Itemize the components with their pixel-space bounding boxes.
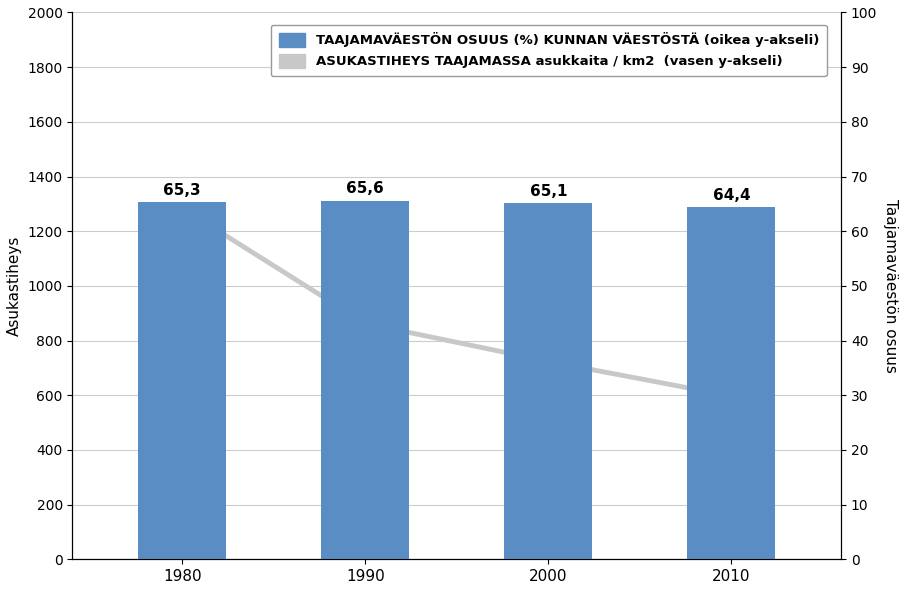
Legend: TAAJAMAVÄESTÖN OSUUS (%) KUNNAN VÄESTÖSTÄ (oikea y-akseli), ASUKASTIHEYS TAAJAMA: TAAJAMAVÄESTÖN OSUUS (%) KUNNAN VÄESTÖST… [271, 24, 827, 76]
Bar [688, 207, 776, 559]
Text: 65,6: 65,6 [347, 181, 384, 196]
Y-axis label: Taajamaväestön osuus: Taajamaväestön osuus [883, 199, 898, 373]
Text: 65,3: 65,3 [164, 183, 201, 198]
Text: 64,4: 64,4 [712, 188, 750, 203]
Y-axis label: Asukastiheys: Asukastiheys [7, 236, 22, 336]
Text: 724: 724 [532, 394, 565, 409]
Text: 863: 863 [349, 356, 381, 371]
Text: 597: 597 [715, 429, 748, 444]
Text: 1284: 1284 [161, 241, 204, 256]
Text: 65,1: 65,1 [529, 184, 567, 199]
Bar [321, 200, 409, 559]
Bar [138, 202, 226, 559]
Bar [504, 203, 592, 559]
